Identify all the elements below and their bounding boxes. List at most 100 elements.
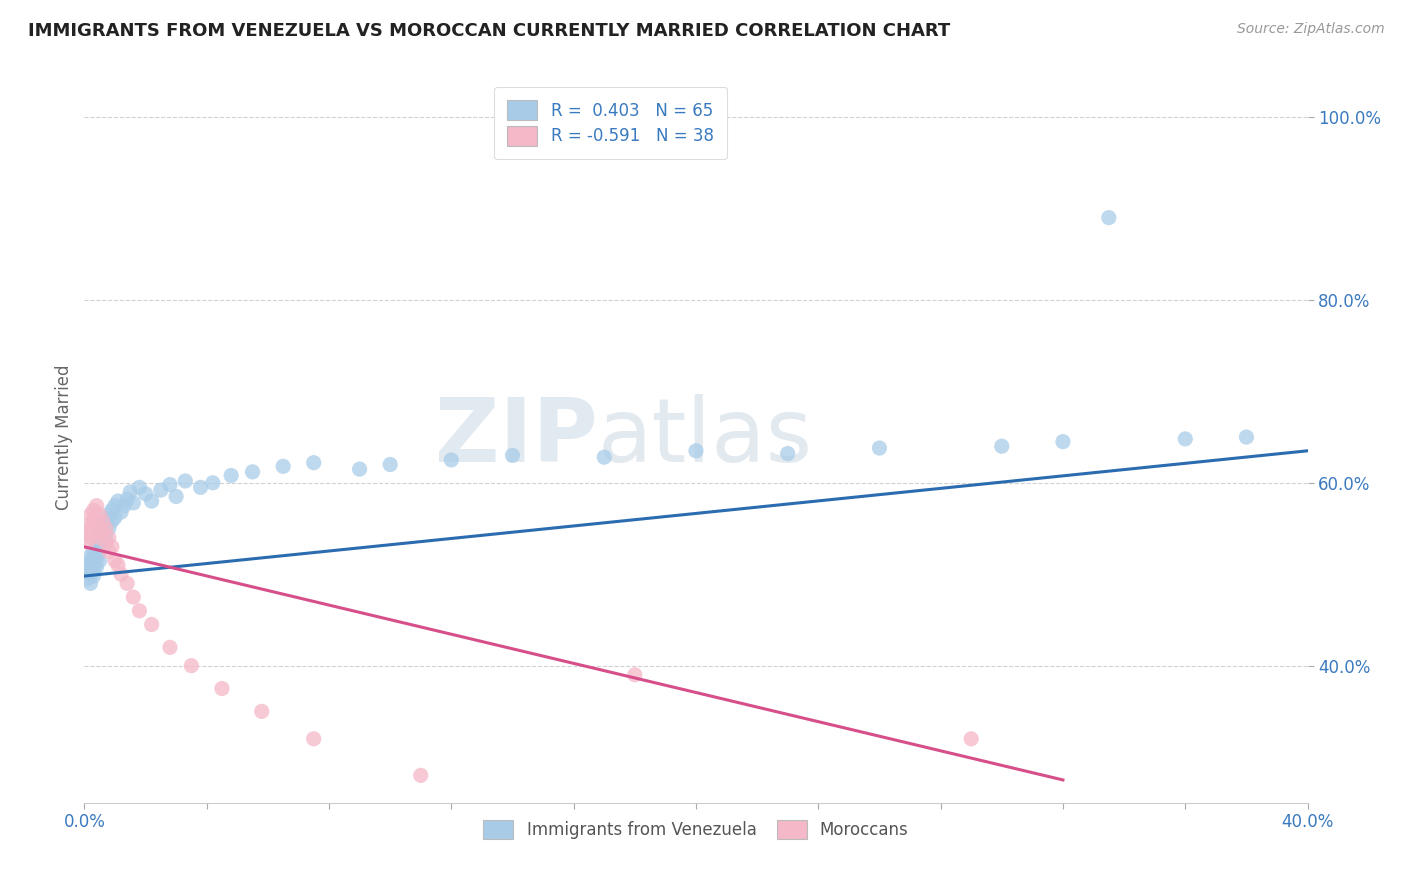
Point — [104, 553, 127, 567]
Point — [79, 576, 101, 591]
Point — [250, 705, 273, 719]
Point — [79, 521, 101, 535]
Point — [211, 681, 233, 696]
Point — [135, 487, 157, 501]
Point — [409, 768, 432, 782]
Point — [83, 556, 105, 570]
Point — [120, 485, 142, 500]
Point — [91, 531, 114, 545]
Point — [83, 569, 105, 583]
Point — [302, 731, 325, 746]
Point — [101, 514, 124, 528]
Point — [159, 640, 181, 655]
Point — [86, 524, 108, 538]
Text: IMMIGRANTS FROM VENEZUELA VS MOROCCAN CURRENTLY MARRIED CORRELATION CHART: IMMIGRANTS FROM VENEZUELA VS MOROCCAN CU… — [28, 22, 950, 40]
Point — [149, 483, 172, 497]
Point — [624, 667, 647, 681]
Point — [76, 563, 98, 577]
Point — [86, 540, 108, 554]
Point — [110, 505, 132, 519]
Point — [83, 553, 105, 567]
Point — [349, 462, 371, 476]
Point — [76, 535, 98, 549]
Point — [115, 576, 138, 591]
Point — [86, 547, 108, 561]
Point — [91, 526, 114, 541]
Point — [94, 535, 117, 549]
Point — [89, 535, 111, 549]
Point — [76, 572, 98, 586]
Point — [302, 456, 325, 470]
Point — [97, 544, 120, 558]
Point — [101, 540, 124, 554]
Y-axis label: Currently Married: Currently Married — [55, 364, 73, 510]
Point — [83, 516, 105, 531]
Point — [112, 499, 135, 513]
Point — [89, 531, 111, 545]
Point — [271, 459, 294, 474]
Point — [219, 468, 242, 483]
Point — [960, 731, 983, 746]
Point — [440, 453, 463, 467]
Point — [94, 512, 117, 526]
Point — [91, 516, 114, 531]
Point — [79, 549, 101, 563]
Text: ZIP: ZIP — [436, 393, 598, 481]
Point — [97, 521, 120, 535]
Point — [94, 533, 117, 547]
Point — [79, 553, 101, 567]
Point — [1098, 211, 1121, 225]
Point — [97, 508, 120, 522]
Point — [165, 490, 187, 504]
Text: Source: ZipAtlas.com: Source: ZipAtlas.com — [1237, 22, 1385, 37]
Point — [1236, 430, 1258, 444]
Point — [89, 526, 111, 541]
Point — [76, 526, 98, 541]
Point — [94, 526, 117, 541]
Point — [107, 558, 129, 573]
Point — [685, 443, 707, 458]
Point — [107, 494, 129, 508]
Point — [83, 544, 105, 558]
Point — [104, 510, 127, 524]
Point — [593, 450, 616, 465]
Point — [97, 531, 120, 545]
Point — [83, 512, 105, 526]
Point — [776, 446, 799, 460]
Point — [122, 496, 145, 510]
Point — [89, 553, 111, 567]
Point — [79, 560, 101, 574]
Point — [180, 658, 202, 673]
Point — [159, 477, 181, 491]
Point — [86, 512, 108, 526]
Point — [83, 503, 105, 517]
Point — [94, 521, 117, 535]
Point — [1052, 434, 1074, 449]
Point — [79, 508, 101, 522]
Point — [86, 560, 108, 574]
Point — [128, 480, 150, 494]
Point — [380, 458, 402, 472]
Point — [86, 499, 108, 513]
Point — [122, 590, 145, 604]
Point — [110, 567, 132, 582]
Point — [115, 492, 138, 507]
Point — [104, 499, 127, 513]
Point — [174, 474, 197, 488]
Point — [101, 503, 124, 517]
Point — [502, 449, 524, 463]
Text: atlas: atlas — [598, 393, 813, 481]
Point — [141, 494, 163, 508]
Point — [242, 465, 264, 479]
Point — [86, 550, 108, 565]
Point — [89, 544, 111, 558]
Point — [190, 480, 212, 494]
Point — [869, 441, 891, 455]
Point — [91, 514, 114, 528]
Point — [128, 604, 150, 618]
Point — [76, 558, 98, 573]
Point — [79, 567, 101, 582]
Point — [79, 531, 101, 545]
Point — [89, 508, 111, 522]
Point — [91, 540, 114, 554]
